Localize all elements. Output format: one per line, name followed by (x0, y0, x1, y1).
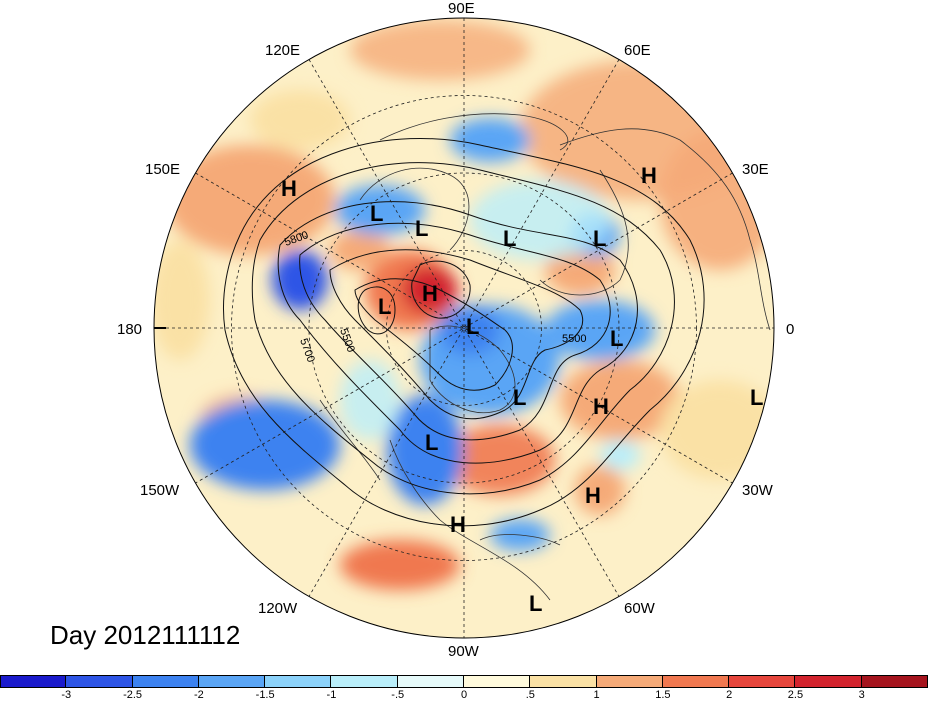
lon-label-0: 0 (786, 321, 794, 338)
colorbar-tick-label: -1.5 (255, 689, 275, 701)
colorbar-cell (198, 675, 266, 688)
colorbar: -3 -2.5 -2 -1.5 -1 -.5 0 .5 1 1.5 2 2.5 3 (0, 675, 928, 702)
pressure-marker-low: L (529, 591, 542, 616)
pressure-marker-high: H (450, 512, 466, 537)
graticule (154, 18, 774, 638)
pressure-marker-high: H (281, 176, 297, 201)
pressure-marker-low: L (370, 201, 383, 226)
contour-label: 5500 (562, 333, 586, 345)
pressure-marker-high: H (593, 394, 609, 419)
colorbar-tick-label: 2 (726, 689, 733, 701)
pressure-systems: H L L L L H H L L L L H L L H H L (281, 163, 763, 616)
pressure-marker-low: L (378, 294, 391, 319)
colorbar-tick-label: -3 (61, 689, 72, 701)
lon-label-150w: 150W (140, 482, 180, 499)
colorbar-tick-label: .5 (525, 689, 535, 701)
colorbar-cell (861, 675, 928, 688)
pressure-marker-low: L (513, 385, 526, 410)
colorbar-tick-label: 2.5 (787, 689, 804, 701)
pressure-marker-low: L (593, 226, 606, 251)
date-title: Day 2012111112 (50, 620, 241, 650)
colorbar-tick-label: -1 (326, 689, 337, 701)
anomaly-field (154, 18, 774, 638)
lon-label-60w: 60W (624, 600, 656, 617)
colorbar-tick-label: 1 (593, 689, 600, 701)
colorbar-cell (66, 675, 133, 688)
polar-map: 90E 60E 30E 0 30W 60W 90W 120W 150W 180 … (117, 0, 794, 660)
colorbar-cell (596, 675, 663, 688)
colorbar-cell (265, 675, 332, 688)
pressure-marker-high: H (585, 483, 601, 508)
lon-label-180: 180 (117, 321, 142, 338)
colorbar-tick-label: -2 (193, 689, 204, 701)
pressure-marker-low: L (425, 430, 438, 455)
pressure-marker-low: L (466, 314, 479, 339)
colorbar-cell (530, 675, 597, 688)
colorbar-cell (132, 675, 199, 688)
lon-label-120w: 120W (258, 600, 298, 617)
colorbar-tick-label: -.5 (391, 689, 405, 701)
colorbar-tick-label: 1.5 (655, 689, 671, 701)
lon-label-30w: 30W (742, 482, 774, 499)
colorbar-cell (464, 675, 531, 688)
colorbar-cell (331, 675, 398, 688)
lon-label-90e: 90E (448, 0, 475, 17)
lon-label-60e: 60E (624, 42, 651, 59)
longitude-labels: 90E 60E 30E 0 30W 60W 90W 120W 150W 180 … (117, 0, 794, 660)
pressure-marker-low: L (503, 226, 516, 251)
coastlines (319, 113, 771, 601)
lon-label-120e: 120E (265, 42, 300, 59)
colorbar-cell (397, 675, 464, 688)
colorbar-cell (0, 675, 67, 688)
height-contours (222, 137, 705, 527)
lon-label-30e: 30E (742, 161, 769, 178)
colorbar-tick-label: 3 (858, 689, 865, 701)
colorbar-cell (795, 675, 862, 688)
pressure-marker-high: H (422, 281, 438, 306)
lon-label-90w: 90W (448, 643, 480, 660)
pressure-marker-low: L (415, 216, 428, 241)
colorbar-cell (729, 675, 796, 688)
colorbar-tick-label: -2.5 (123, 689, 143, 701)
pressure-marker-low: L (750, 385, 763, 410)
colorbar-tick-label: 0 (460, 689, 468, 701)
lon-label-150e: 150E (145, 161, 180, 178)
pressure-marker-low: L (610, 326, 623, 351)
colorbar-cell (662, 675, 730, 688)
pressure-marker-high: H (641, 163, 657, 188)
